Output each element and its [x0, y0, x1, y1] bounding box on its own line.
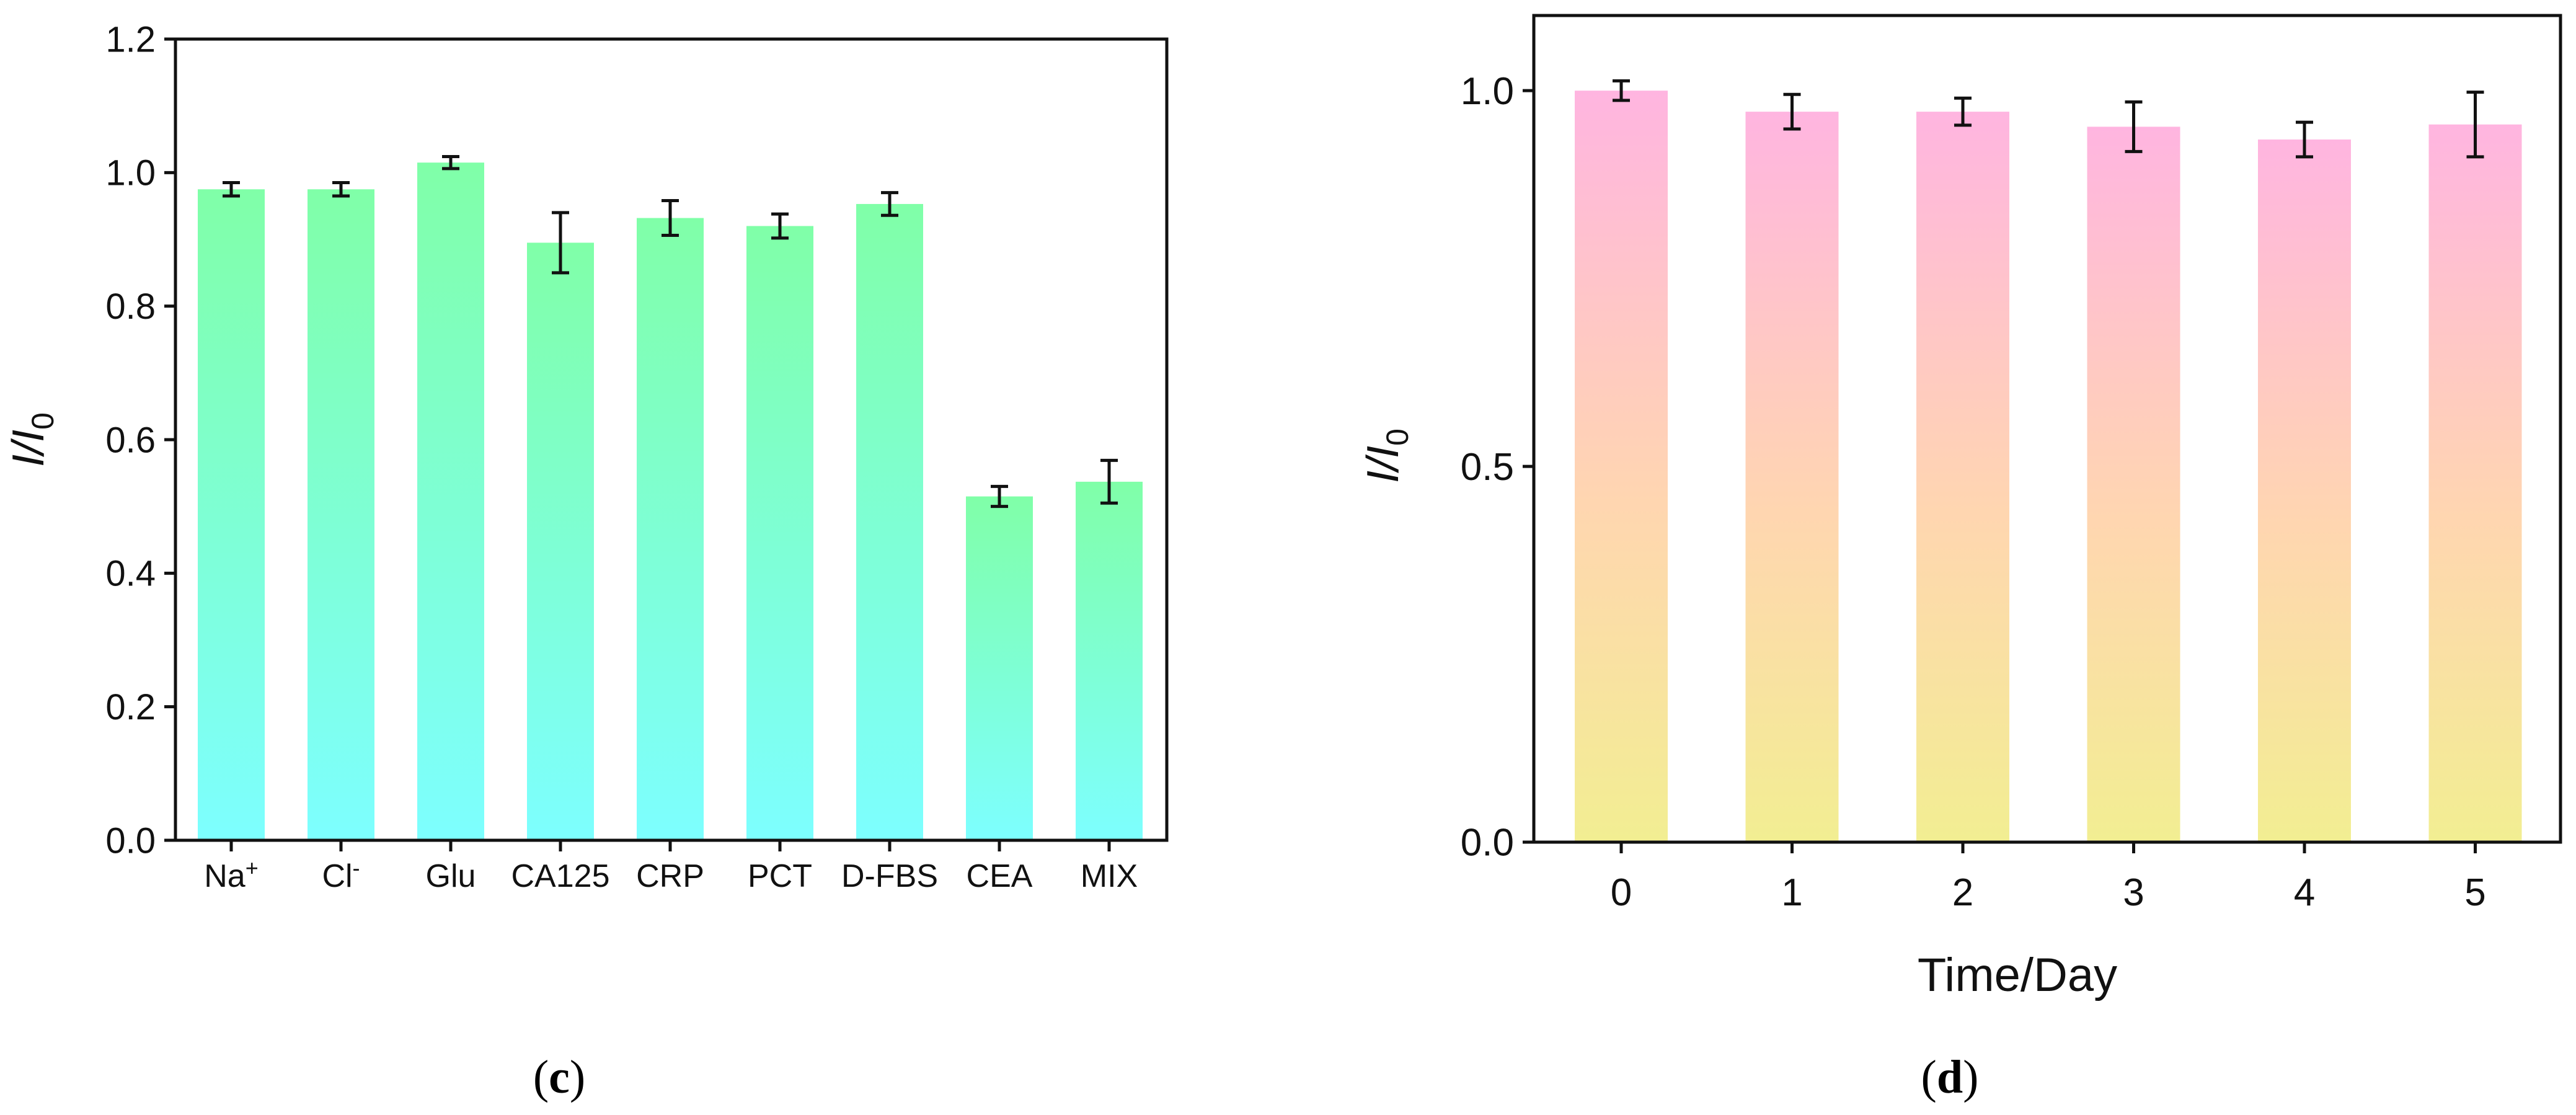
bar-ca125: [527, 242, 594, 841]
y-tick-label: 0.2: [105, 687, 156, 727]
x-tick-label: CRP: [636, 858, 704, 894]
error-bar: [662, 199, 679, 238]
y-axis-label: I/I0: [1358, 429, 1415, 483]
y-tick-label: 1.2: [105, 19, 156, 60]
y-tick-label: 0.4: [105, 554, 156, 594]
error-bar: [991, 484, 1008, 509]
error-bar-group: [223, 154, 1118, 509]
y-axis-ticks: 0.0 0.2 0.4 0.6 0.8 1.0 1.2: [105, 19, 175, 861]
bar-cea: [966, 496, 1033, 840]
x-tick-label: CEA: [967, 858, 1033, 894]
x-tick-label: Cl-: [322, 855, 360, 894]
y-tick-label: 0.0: [1461, 822, 1514, 864]
panel-caption-d: (d): [1921, 1051, 1979, 1103]
chart-panel-c: 0.0 0.2 0.4 0.6 0.8 1.0 1.2 Na+ Cl- Glu CA125 CRP P…: [4, 19, 1169, 894]
bar-5: [2428, 124, 2522, 843]
chart-panel-d: 0.0 0.5 1.0 0 1 2 3 4 5 I/I0 Time/Day: [1358, 14, 2562, 1002]
bar-group: [1575, 91, 2522, 843]
x-tick-label: 0: [1611, 871, 1632, 914]
error-bar: [332, 180, 350, 198]
x-tick-label: PCT: [748, 858, 812, 894]
y-tick-label: 1.0: [105, 153, 156, 193]
x-tick-label: Na+: [204, 855, 259, 894]
y-tick-label: 0.0: [105, 820, 156, 861]
panel-caption-c: (c): [533, 1051, 585, 1103]
bar-pct: [746, 226, 813, 840]
bar-3: [2087, 127, 2180, 842]
bar-0: [1575, 91, 1668, 842]
error-bar: [2466, 91, 2484, 159]
x-axis-ticks: Na+ Cl- Glu CA125 CRP PCT D-FBS CEA MIX: [204, 840, 1138, 894]
y-tick-label: 1.0: [1461, 70, 1514, 113]
bar-crp: [637, 218, 704, 841]
x-axis-label: Time/Day: [1918, 949, 2117, 1002]
bar-glu: [417, 162, 484, 840]
error-bar: [1613, 79, 1630, 102]
error-bar: [771, 212, 789, 240]
error-bar: [442, 154, 459, 171]
bar-1: [1745, 112, 1839, 842]
x-tick-label: 5: [2464, 871, 2485, 914]
x-tick-label: Glu: [426, 858, 476, 894]
error-bar-group: [1613, 79, 2484, 159]
bar-na: [198, 189, 265, 840]
x-axis-ticks: 0 1 2 3 4 5: [1611, 842, 2486, 914]
bar-mix: [1076, 481, 1143, 840]
error-bar: [1100, 458, 1118, 505]
error-bar: [223, 180, 240, 198]
x-tick-label: 1: [1781, 871, 1802, 914]
error-bar: [1954, 96, 1972, 127]
x-tick-label: 4: [2294, 871, 2315, 914]
error-bar: [552, 211, 569, 275]
bar-group: [198, 162, 1143, 841]
y-tick-label: 0.5: [1461, 446, 1514, 489]
error-bar: [2125, 100, 2143, 153]
y-tick-label: 0.8: [105, 287, 156, 327]
bar-cl: [308, 189, 374, 840]
bar-4: [2258, 139, 2351, 843]
x-tick-label: 3: [2123, 871, 2144, 914]
y-axis-label: I/I0: [4, 412, 60, 467]
bar-2: [1916, 112, 2009, 842]
y-tick-label: 0.6: [105, 420, 156, 460]
x-tick-label: MIX: [1081, 858, 1138, 894]
x-tick-label: D-FBS: [841, 858, 938, 894]
bar-d-fbs: [856, 203, 923, 841]
error-bar: [1783, 92, 1801, 131]
x-tick-label: 2: [1952, 871, 1973, 914]
x-tick-label: CA125: [511, 858, 610, 894]
plot-frame: [1532, 14, 2562, 844]
error-bar: [881, 191, 898, 217]
y-axis-ticks: 0.0 0.5 1.0: [1461, 70, 1534, 864]
error-bar: [2296, 120, 2313, 159]
